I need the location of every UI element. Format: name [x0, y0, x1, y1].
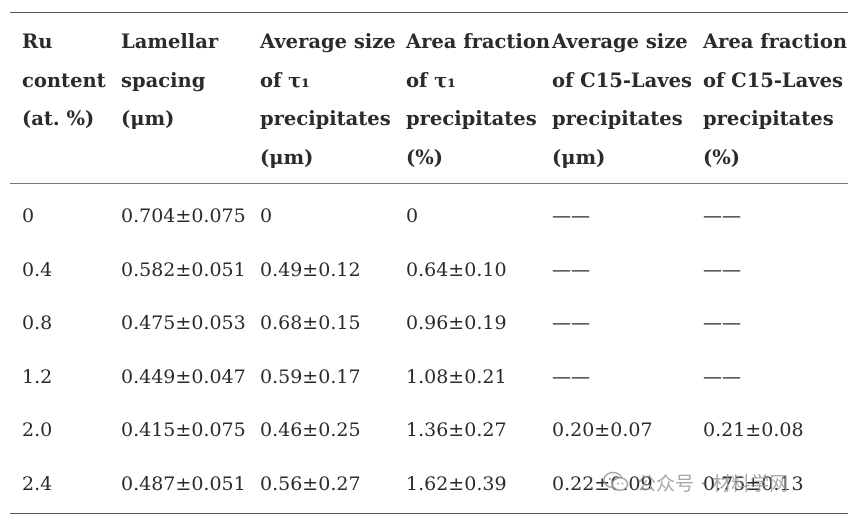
cell-avg-size-tau1: 0: [260, 205, 273, 227]
cell-avg-size-tau1: 0.68±0.15: [260, 312, 361, 334]
cell-ru-content: 1.2: [22, 365, 53, 388]
cell-area-fraction-c15: 0.75±0.13: [703, 472, 804, 495]
table-row: 0 0.704±0.075 0 0 —— ——: [10, 190, 848, 244]
cell-area-fraction-tau1: 0.64±0.10: [406, 258, 507, 281]
table-row: 1.2 0.449±0.047 0.59±0.17 1.08±0.21 —— —…: [10, 351, 848, 405]
cell-area-fraction-tau1: 1.08±0.21: [406, 365, 507, 388]
table-row: 0.4 0.582±0.051 0.49±0.12 0.64±0.10 —— —…: [10, 244, 848, 298]
table-row: 2.4 0.487±0.051 0.56±0.27 1.62±0.39 0.22…: [10, 458, 848, 512]
data-table: Ru content (at. %) Lamellar spacing (μm)…: [10, 12, 848, 514]
cell-area-fraction-c15: 0.21±0.08: [703, 419, 804, 441]
cell-avg-size-tau1: 0.46±0.25: [260, 419, 361, 441]
cell-area-fraction-tau1: 0: [406, 205, 419, 227]
cell-avg-size-c15: 0.20±0.07: [552, 419, 653, 441]
header-rule: [10, 183, 848, 184]
cell-area-fraction-c15: ——: [703, 312, 741, 334]
cell-area-fraction-c15: ——: [703, 258, 741, 281]
cell-ru-content: 0.8: [22, 312, 53, 334]
table-header: Ru content (at. %) Lamellar spacing (μm)…: [10, 13, 848, 183]
cell-avg-size-c15: ——: [552, 258, 590, 281]
top-rule: [10, 12, 848, 13]
table-body: 0 0.704±0.075 0 0 —— —— 0.4 0.582±0.051 …: [10, 184, 848, 513]
cell-lamellar-spacing: 0.487±0.051: [121, 472, 246, 495]
cell-area-fraction-tau1: 1.36±0.27: [406, 419, 507, 441]
cell-area-fraction-tau1: 0.96±0.19: [406, 312, 507, 334]
header-area-fraction-tau1: Area fraction of τ₁ precipitates (%): [406, 30, 551, 169]
header-avg-size-c15: Average size of C15-Laves precipitates (…: [552, 30, 692, 169]
cell-avg-size-c15: ——: [552, 205, 590, 227]
cell-ru-content: 2.4: [22, 472, 53, 495]
header-lamellar-spacing: Lamellar spacing (μm): [121, 30, 219, 131]
cell-avg-size-tau1: 0.59±0.17: [260, 365, 361, 388]
header-avg-size-tau1: Average size of τ₁ precipitates (μm): [260, 30, 396, 169]
cell-ru-content: 2.0: [22, 419, 53, 441]
cell-ru-content: 0.4: [22, 258, 53, 281]
cell-lamellar-spacing: 0.475±0.053: [121, 312, 246, 334]
cell-area-fraction-c15: ——: [703, 205, 741, 227]
table-row: 0.8 0.475±0.053 0.68±0.15 0.96±0.19 —— —…: [10, 297, 848, 351]
cell-ru-content: 0: [22, 205, 35, 227]
cell-avg-size-tau1: 0.49±0.12: [260, 258, 361, 281]
cell-lamellar-spacing: 0.582±0.051: [121, 258, 246, 281]
cell-area-fraction-c15: ——: [703, 365, 741, 388]
cell-area-fraction-tau1: 1.62±0.39: [406, 472, 507, 495]
header-area-fraction-c15: Area fraction of C15-Laves precipitates …: [703, 30, 848, 169]
bottom-rule: [10, 513, 848, 514]
cell-avg-size-c15: ——: [552, 365, 590, 388]
cell-avg-size-tau1: 0.56±0.27: [260, 472, 361, 495]
cell-avg-size-c15: ——: [552, 312, 590, 334]
header-ru-content: Ru content (at. %): [22, 30, 106, 131]
cell-lamellar-spacing: 0.704±0.075: [121, 205, 246, 227]
cell-lamellar-spacing: 0.449±0.047: [121, 365, 246, 388]
cell-lamellar-spacing: 0.415±0.075: [121, 419, 246, 441]
cell-avg-size-c15: 0.22±0.09: [552, 472, 653, 495]
table-row: 2.0 0.415±0.075 0.46±0.25 1.36±0.27 0.20…: [10, 404, 848, 458]
